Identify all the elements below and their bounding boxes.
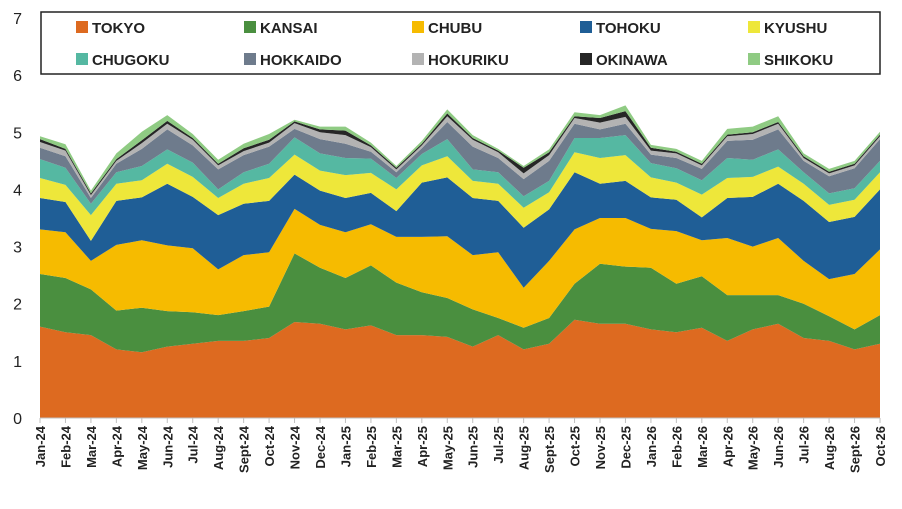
legend-swatch	[76, 53, 88, 65]
x-tick-label: Mar-24	[84, 425, 99, 468]
legend-label: HOKURIKU	[428, 52, 509, 69]
legend-label: KYUSHU	[764, 20, 827, 37]
legend-item-shikoku: SHIKOKU	[748, 52, 833, 69]
y-tick-label: 2	[13, 297, 22, 314]
legend-swatch	[748, 53, 760, 65]
x-tick-label: Apr-24	[109, 425, 124, 467]
area-okinawa	[40, 111, 880, 196]
y-tick-label: 7	[13, 11, 22, 28]
x-tick-label: Feb-26	[669, 426, 684, 468]
y-tick-label: 3	[13, 240, 22, 257]
x-tick-label: Sept-25	[542, 426, 557, 473]
x-tick-label: Sept-24	[237, 425, 252, 473]
x-tick-label: Mar-26	[695, 426, 710, 468]
x-tick-label: Dec-25	[618, 426, 633, 469]
legend-swatch	[412, 21, 424, 33]
legend-swatch	[412, 53, 424, 65]
x-tick-label: Jun-25	[466, 426, 481, 468]
x-tick-label: Apr-25	[415, 426, 430, 467]
x-tick-label: Jun-24	[160, 425, 175, 468]
legend-label: CHUBU	[428, 20, 482, 37]
legend-label: CHUGOKU	[92, 52, 170, 69]
legend-label: OKINAWA	[596, 52, 668, 69]
legend-label: KANSAI	[260, 20, 318, 37]
area-shikoku	[40, 105, 880, 194]
x-tick-label: Oct-24	[262, 425, 277, 466]
legend-item-tokyo: TOKYO	[76, 20, 145, 37]
area-layers	[40, 105, 880, 418]
x-tick-label: Aug-25	[517, 426, 532, 470]
legend-item-kansai: KANSAI	[244, 20, 318, 37]
legend-swatch	[244, 53, 256, 65]
x-tick-label: Jan-26	[644, 426, 659, 467]
x-tick-label: May-26	[746, 426, 761, 470]
y-tick-label: 0	[13, 411, 22, 428]
legend-item-okinawa: OKINAWA	[580, 52, 668, 69]
y-tick-label: 4	[13, 182, 22, 199]
x-tick-label: Apr-26	[720, 426, 735, 467]
area-chugoku	[40, 135, 880, 216]
x-tick-label: Jul-26	[797, 426, 812, 464]
legend-item-hokuriku: HOKURIKU	[412, 52, 509, 69]
x-tick-label: Sept-26	[848, 426, 863, 473]
x-tick-label: Feb-25	[364, 426, 379, 468]
area-kyushu	[40, 152, 880, 241]
legend-frame	[40, 11, 881, 75]
legend-swatch	[748, 21, 760, 33]
x-tick-label: Jan-24	[33, 425, 48, 467]
y-tick-label: 5	[13, 125, 22, 142]
x-tick-label: Jul-24	[186, 425, 201, 463]
legend-swatch	[580, 53, 592, 65]
legend-item-kyushu: KYUSHU	[748, 20, 827, 37]
legend: TOKYO KANSAI CHUBU TOHOKU KYUSHU CHUGOKU HOKKA…	[40, 11, 881, 75]
x-tick-label: May-24	[135, 425, 150, 470]
x-axis: Jan-24 Feb-24 Mar-24 Apr-24 May-24 Jun-24 Jul-…	[33, 417, 888, 473]
area-tokyo	[40, 319, 880, 418]
legend-label: SHIKOKU	[764, 52, 833, 69]
legend-item-chugoku: CHUGOKU	[76, 52, 170, 69]
legend-swatch	[244, 21, 256, 33]
x-tick-label: Aug-26	[822, 426, 837, 470]
legend-label: HOKKAIDO	[260, 52, 342, 69]
y-tick-label: 1	[13, 354, 22, 371]
legend-swatch	[580, 21, 592, 33]
x-tick-label: Jul-25	[491, 426, 506, 464]
x-tick-label: Nov-25	[593, 426, 608, 469]
y-tick-label: 6	[13, 68, 22, 85]
x-tick-label: Nov-24	[288, 425, 303, 469]
area-hokkaido	[40, 122, 880, 204]
legend-item-tohoku: TOHOKU	[580, 20, 661, 37]
legend-item-chubu: CHUBU	[412, 20, 482, 37]
x-tick-label: Dec-24	[313, 425, 328, 468]
x-tick-label: Oct-26	[873, 426, 888, 466]
legend-label: TOHOKU	[596, 20, 661, 37]
area-chubu	[40, 208, 880, 330]
x-tick-label: Oct-25	[568, 426, 583, 466]
x-tick-label: Feb-24	[58, 425, 73, 468]
legend-swatch	[76, 21, 88, 33]
y-axis: 0 1 2 3 4 5 6 7	[13, 11, 22, 428]
x-tick-label: Aug-24	[211, 425, 226, 470]
legend-item-hokkaido: HOKKAIDO	[244, 52, 342, 69]
area-hokuriku	[40, 116, 880, 198]
legend-label: TOKYO	[92, 20, 145, 37]
x-tick-label: Mar-25	[389, 426, 404, 468]
area-kansai	[40, 253, 880, 353]
x-tick-label: Jan-25	[338, 426, 353, 467]
area-tohoku	[40, 172, 880, 288]
x-tick-label: May-25	[440, 426, 455, 470]
x-tick-label: Jun-26	[771, 426, 786, 468]
